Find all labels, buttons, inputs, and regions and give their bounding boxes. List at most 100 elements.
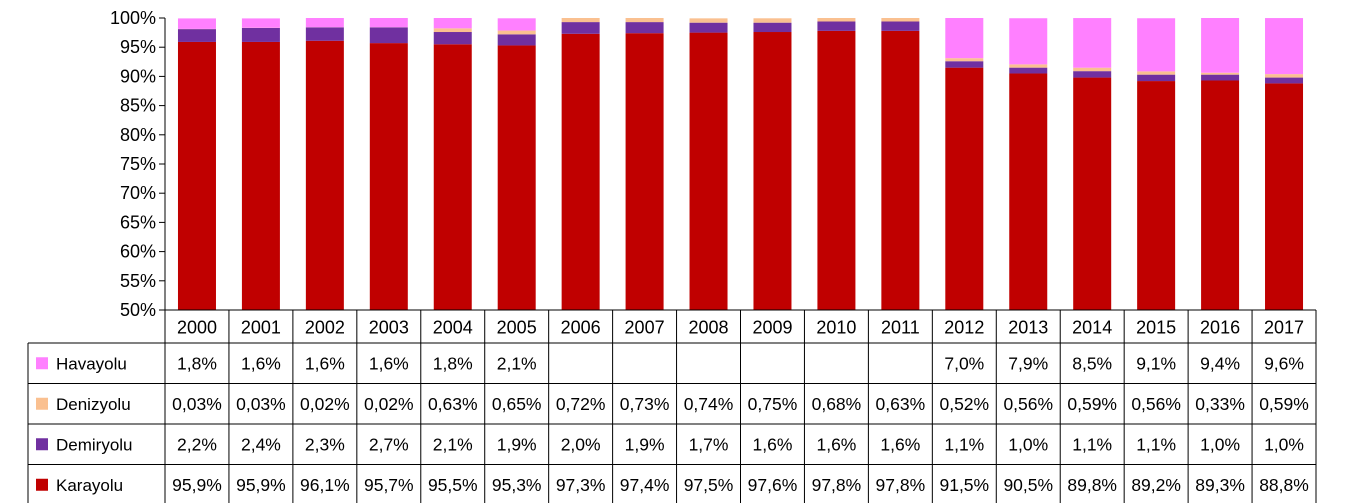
x-tick-label: 2000	[177, 318, 217, 338]
x-tick-label: 2005	[497, 318, 537, 338]
data-label-denizyolu: 0,65%	[492, 394, 542, 414]
data-label-demiryolu: 1,1%	[1136, 434, 1176, 454]
data-label-karayolu: 89,2%	[1131, 475, 1181, 495]
data-label-havayolu: 7,9%	[1008, 353, 1048, 373]
bar-havayolu-2001	[241, 18, 280, 28]
y-tick-label: 50%	[120, 300, 156, 320]
x-tick-label: 2010	[816, 318, 856, 338]
data-label-karayolu: 95,9%	[236, 475, 286, 495]
bar-demiryolu-2006	[561, 22, 600, 34]
data-label-denizyolu: 0,52%	[939, 394, 989, 414]
bar-karayolu-2001	[241, 41, 280, 310]
data-label-denizyolu: 0,75%	[748, 394, 798, 414]
x-tick-label: 2013	[1008, 318, 1048, 338]
bar-karayolu-2008	[689, 32, 728, 310]
legend-label-havayolu: Havayolu	[56, 354, 127, 373]
bar-demiryolu-2009	[753, 22, 792, 33]
data-label-karayolu: 90,5%	[1003, 475, 1053, 495]
bar-demiryolu-2008	[689, 22, 728, 33]
bar-karayolu-2010	[817, 30, 856, 311]
bar-karayolu-2003	[369, 43, 408, 310]
y-tick-label: 75%	[120, 154, 156, 174]
legend-swatch-denizyolu	[36, 397, 48, 410]
data-label-denizyolu: 0,56%	[1131, 394, 1181, 414]
y-tick-label: 65%	[120, 212, 156, 232]
data-label-denizyolu: 0,72%	[556, 394, 606, 414]
bar-demiryolu-2002	[305, 27, 344, 41]
bar-havayolu-2013	[1009, 18, 1048, 65]
x-tick-label: 2002	[305, 318, 345, 338]
bar-demiryolu-2004	[433, 32, 472, 45]
bars	[177, 18, 1304, 311]
bar-denizyolu-2010	[817, 18, 856, 22]
bar-karayolu-2006	[561, 33, 600, 310]
x-tick-label: 2007	[625, 318, 665, 338]
bar-havayolu-2014	[1073, 18, 1112, 68]
x-tick-label: 2001	[241, 318, 281, 338]
data-label-demiryolu: 2,1%	[433, 434, 473, 454]
x-tick-label: 2003	[369, 318, 409, 338]
data-label-havayolu: 9,4%	[1200, 353, 1240, 373]
bar-havayolu-2000	[177, 18, 216, 29]
bar-demiryolu-2015	[1137, 74, 1176, 82]
data-label-denizyolu: 0,56%	[1003, 394, 1053, 414]
y-tick-label: 60%	[120, 242, 156, 262]
bar-karayolu-2011	[881, 30, 920, 311]
bar-havayolu-2015	[1137, 18, 1176, 72]
data-label-demiryolu: 2,4%	[241, 434, 281, 454]
y-tick-label: 90%	[120, 66, 156, 86]
data-label-denizyolu: 0,33%	[1195, 394, 1245, 414]
data-label-karayolu: 95,3%	[492, 475, 542, 495]
data-label-denizyolu: 0,68%	[812, 394, 862, 414]
data-label-havayolu: 9,6%	[1264, 353, 1304, 373]
data-label-denizyolu: 0,02%	[300, 394, 350, 414]
bar-denizyolu-2008	[689, 18, 728, 23]
bar-demiryolu-2014	[1073, 71, 1112, 78]
bar-denizyolu-2011	[881, 18, 920, 22]
data-label-demiryolu: 1,6%	[753, 434, 793, 454]
bar-demiryolu-2017	[1265, 77, 1304, 84]
data-label-karayolu: 96,1%	[300, 475, 350, 495]
data-label-demiryolu: 1,6%	[816, 434, 856, 454]
data-label-demiryolu: 1,0%	[1200, 434, 1240, 454]
data-label-demiryolu: 1,1%	[944, 434, 984, 454]
bar-karayolu-2009	[753, 32, 792, 311]
data-label-havayolu: 8,5%	[1072, 353, 1112, 373]
bar-karayolu-2016	[1201, 80, 1240, 310]
bar-denizyolu-2006	[561, 18, 600, 23]
bar-havayolu-2005	[497, 18, 536, 31]
bar-demiryolu-2010	[817, 21, 856, 31]
data-label-karayolu: 89,3%	[1195, 475, 1245, 495]
data-label-karayolu: 97,8%	[876, 475, 926, 495]
data-label-havayolu: 1,8%	[177, 353, 217, 373]
bar-karayolu-2013	[1009, 73, 1048, 310]
bar-demiryolu-2007	[625, 22, 664, 34]
bar-karayolu-2017	[1265, 83, 1304, 311]
data-label-demiryolu: 1,6%	[880, 434, 920, 454]
bar-demiryolu-2013	[1009, 67, 1048, 74]
bar-karayolu-2000	[177, 41, 216, 310]
bar-denizyolu-2009	[753, 18, 792, 23]
y-tick-label: 80%	[120, 125, 156, 145]
bar-havayolu-2002	[305, 18, 344, 28]
bar-denizyolu-2004	[433, 28, 472, 33]
data-label-demiryolu: 1,1%	[1072, 434, 1112, 454]
data-label-havayolu: 7,0%	[944, 353, 984, 373]
data-label-karayolu: 91,5%	[939, 475, 989, 495]
bar-demiryolu-2011	[881, 21, 920, 31]
data-label-demiryolu: 2,2%	[177, 434, 217, 454]
data-table: 2000 2001 2002 2003 2004 2005 2006 2007 2008 2009…	[27, 309, 1317, 503]
x-tick-label: 2012	[944, 318, 984, 338]
data-label-demiryolu: 2,0%	[561, 434, 601, 454]
data-label-karayolu: 97,8%	[812, 475, 862, 495]
data-label-demiryolu: 2,7%	[369, 434, 409, 454]
bar-karayolu-2012	[945, 67, 984, 310]
data-label-karayolu: 97,4%	[620, 475, 670, 495]
bar-denizyolu-2012	[945, 58, 984, 62]
data-label-havayolu: 1,6%	[241, 353, 281, 373]
data-label-havayolu: 9,1%	[1136, 353, 1176, 373]
legend-label-demiryolu: Demiryolu	[56, 435, 133, 454]
bar-demiryolu-2003	[369, 27, 408, 44]
bar-karayolu-2014	[1073, 77, 1112, 311]
